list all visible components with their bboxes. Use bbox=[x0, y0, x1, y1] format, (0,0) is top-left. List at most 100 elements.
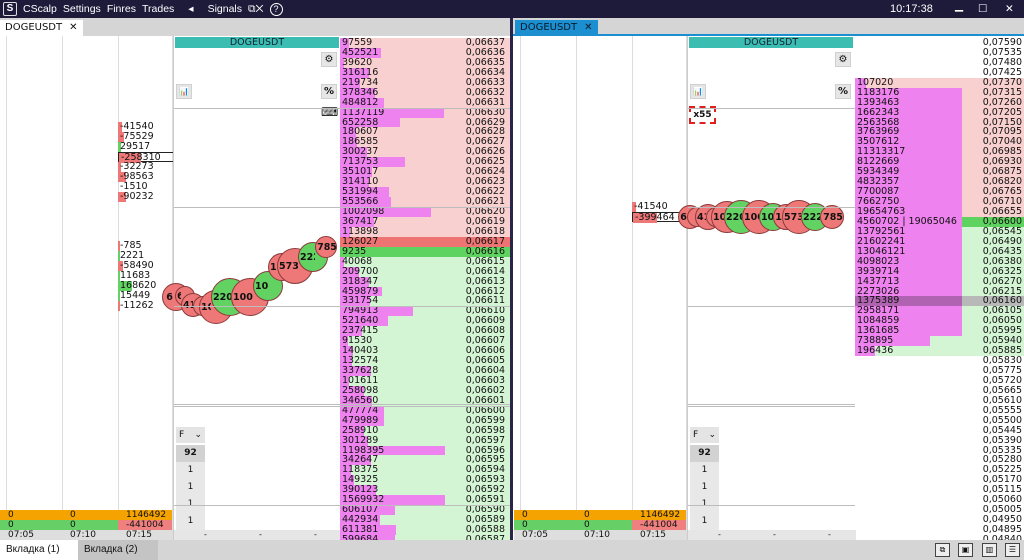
book-row[interactable]: 606107 0,06590 bbox=[340, 505, 510, 516]
book-row[interactable]: 91530 0,06607 bbox=[340, 336, 510, 347]
close-icon[interactable]: ✕ bbox=[1005, 3, 1014, 15]
menu-settings[interactable]: Settings bbox=[62, 3, 101, 15]
volume-filter-dropdown[interactable]: F ⌄ bbox=[690, 427, 719, 443]
maximize-icon[interactable]: ☐ bbox=[978, 3, 988, 15]
book-row[interactable]: 1393463 0,07260 bbox=[855, 97, 1024, 108]
book-row[interactable]: 346560 0,06601 bbox=[340, 395, 510, 406]
book-row[interactable]: 5934349 0,06875 bbox=[855, 167, 1024, 178]
book-row[interactable]: 0,05610 bbox=[855, 395, 1024, 406]
book-row[interactable]: 0,05720 bbox=[855, 375, 1024, 386]
settings-gear-icon[interactable]: ⚙ bbox=[321, 52, 337, 67]
book-row[interactable]: 2273026 0,06215 bbox=[855, 286, 1024, 297]
book-row[interactable]: 21602241 0,06490 bbox=[855, 236, 1024, 247]
book-row[interactable]: 479989 0,06599 bbox=[340, 415, 510, 426]
order-book[interactable]: 0,07590 0,07535 0,07480 0,07425 107020 0,0737… bbox=[855, 38, 1024, 540]
book-row[interactable]: 219734 0,06633 bbox=[340, 77, 510, 88]
book-row[interactable]: 4832357 0,06820 bbox=[855, 177, 1024, 188]
book-row[interactable]: 378346 0,06632 bbox=[340, 87, 510, 98]
trade-chart[interactable]: DOGEUSDT ⚙ 📊% ⌨ F ⌄ 92 1 1 1 1- - - bbox=[173, 36, 342, 540]
book-row[interactable]: 318347 0,06613 bbox=[340, 276, 510, 287]
book-row[interactable]: 196436 0,05885 bbox=[855, 346, 1024, 357]
book-row[interactable]: 39620 0,06635 bbox=[340, 57, 510, 68]
volume-filter-dropdown[interactable]: F ⌄ bbox=[176, 427, 205, 443]
book-row[interactable]: 337628 0,06604 bbox=[340, 366, 510, 377]
workspace-tab-2[interactable]: Вкладка (2) bbox=[78, 540, 158, 560]
order-book[interactable]: 97559 0,06637 452521 0,06636 39620 0,06635 316… bbox=[340, 38, 510, 540]
book-row[interactable]: 7662750 0,06710 bbox=[855, 197, 1024, 208]
book-row[interactable]: 738895 0,05940 bbox=[855, 336, 1024, 347]
book-row[interactable]: 531994 0,06622 bbox=[340, 187, 510, 198]
book-row[interactable]: 0,05060 bbox=[855, 495, 1024, 506]
book-row[interactable]: 0,05335 bbox=[855, 445, 1024, 456]
book-row[interactable]: 521640 0,06609 bbox=[340, 316, 510, 327]
book-row[interactable]: 13792561 0,06545 bbox=[855, 226, 1024, 237]
book-row[interactable]: 1437713 0,06270 bbox=[855, 276, 1024, 287]
book-row[interactable]: 0,05115 bbox=[855, 485, 1024, 496]
book-row[interactable]: 713753 0,06625 bbox=[340, 157, 510, 168]
book-row[interactable]: 113898 0,06618 bbox=[340, 226, 510, 237]
book-row[interactable]: 452521 0,06636 bbox=[340, 47, 510, 58]
book-row[interactable]: 9235 0,06616 bbox=[340, 246, 510, 257]
book-row[interactable]: 351017 0,06624 bbox=[340, 167, 510, 178]
book-row[interactable]: 0,05500 bbox=[855, 415, 1024, 426]
book-row[interactable]: 8122669 0,06930 bbox=[855, 157, 1024, 168]
book-row[interactable]: 1183176 0,07315 bbox=[855, 87, 1024, 98]
book-row[interactable]: 0,04950 bbox=[855, 515, 1024, 526]
book-row[interactable]: 342647 0,06595 bbox=[340, 455, 510, 466]
book-row[interactable]: 794913 0,06610 bbox=[340, 306, 510, 317]
book-row[interactable]: 1375389 0,06160 bbox=[855, 296, 1024, 307]
book-row[interactable]: 118375 0,06594 bbox=[340, 465, 510, 476]
book-row[interactable]: 3507612 0,07040 bbox=[855, 137, 1024, 148]
sound-icon[interactable]: ◂ bbox=[188, 3, 194, 15]
chart-mode-icon[interactable]: 📊 bbox=[690, 84, 706, 99]
multiplier-badge[interactable]: x55 bbox=[689, 106, 716, 124]
percent-button[interactable]: % bbox=[835, 84, 851, 99]
book-row[interactable]: 1137119 0,06630 bbox=[340, 107, 510, 118]
chart-mode-icon[interactable]: 📊 bbox=[176, 84, 192, 99]
book-row[interactable]: 2563568 0,07150 bbox=[855, 117, 1024, 128]
trade-chart[interactable]: DOGEUSDT ⚙ 📊% x55 F ⌄ 92 1 1 1 1- - - bbox=[687, 36, 856, 540]
book-row[interactable]: 1084859 0,06050 bbox=[855, 316, 1024, 327]
detach-signals-icon[interactable]: ⧉✕ bbox=[248, 2, 264, 15]
book-row[interactable]: 390123 0,06592 bbox=[340, 485, 510, 496]
book-row[interactable]: 258098 0,06602 bbox=[340, 385, 510, 396]
book-row[interactable]: 553566 0,06621 bbox=[340, 197, 510, 208]
book-row[interactable]: 314110 0,06623 bbox=[340, 177, 510, 188]
book-row[interactable]: 0,04895 bbox=[855, 525, 1024, 536]
book-row[interactable]: 367417 0,06619 bbox=[340, 216, 510, 227]
book-row[interactable]: 19654763 0,06655 bbox=[855, 206, 1024, 217]
tab-left-dogeusdt[interactable]: DOGEUSDT ✕ bbox=[0, 20, 83, 36]
book-row[interactable]: 4098023 0,06380 bbox=[855, 256, 1024, 267]
book-row[interactable]: 140403 0,06606 bbox=[340, 346, 510, 357]
book-row[interactable]: 0,05170 bbox=[855, 475, 1024, 486]
book-row[interactable]: 258910 0,06598 bbox=[340, 425, 510, 436]
close-tab-icon[interactable]: ✕ bbox=[69, 22, 78, 33]
help-icon[interactable]: ? bbox=[269, 2, 283, 16]
menu-finres[interactable]: Finres bbox=[106, 3, 136, 15]
book-row[interactable]: 107020 0,07370 bbox=[855, 77, 1024, 88]
settings-gear-icon[interactable]: ⚙ bbox=[835, 52, 851, 67]
book-row[interactable]: 442934 0,06589 bbox=[340, 515, 510, 526]
book-row[interactable]: 0,07535 bbox=[855, 47, 1024, 58]
new-window-icon[interactable]: ⧉ bbox=[935, 543, 950, 557]
book-row[interactable]: 101611 0,06603 bbox=[340, 375, 510, 386]
book-row[interactable]: 1361685 0,05995 bbox=[855, 326, 1024, 337]
book-row[interactable]: 3939714 0,06325 bbox=[855, 266, 1024, 277]
book-row[interactable]: 484812 0,06631 bbox=[340, 97, 510, 108]
book-row[interactable]: 1662343 0,07205 bbox=[855, 107, 1024, 118]
book-row[interactable]: 1569932 0,06591 bbox=[340, 495, 510, 506]
book-row[interactable]: 0,05390 bbox=[855, 435, 1024, 446]
book-row[interactable]: 331754 0,06611 bbox=[340, 296, 510, 307]
book-row[interactable]: 0,07590 bbox=[855, 38, 1024, 48]
percent-button[interactable]: % bbox=[321, 84, 337, 99]
book-row[interactable]: 40068 0,06615 bbox=[340, 256, 510, 267]
panel-divider[interactable] bbox=[510, 18, 513, 540]
book-row[interactable]: 237415 0,06608 bbox=[340, 326, 510, 337]
book-row[interactable]: 0,05555 bbox=[855, 405, 1024, 416]
book-row[interactable]: 300237 0,06626 bbox=[340, 147, 510, 158]
book-row[interactable]: 97559 0,06637 bbox=[340, 38, 510, 48]
book-row[interactable]: 132574 0,06605 bbox=[340, 356, 510, 367]
book-row[interactable]: 126027 0,06617 bbox=[340, 236, 510, 247]
book-row[interactable]: 0,07425 bbox=[855, 67, 1024, 78]
book-row[interactable]: 0,05665 bbox=[855, 385, 1024, 396]
